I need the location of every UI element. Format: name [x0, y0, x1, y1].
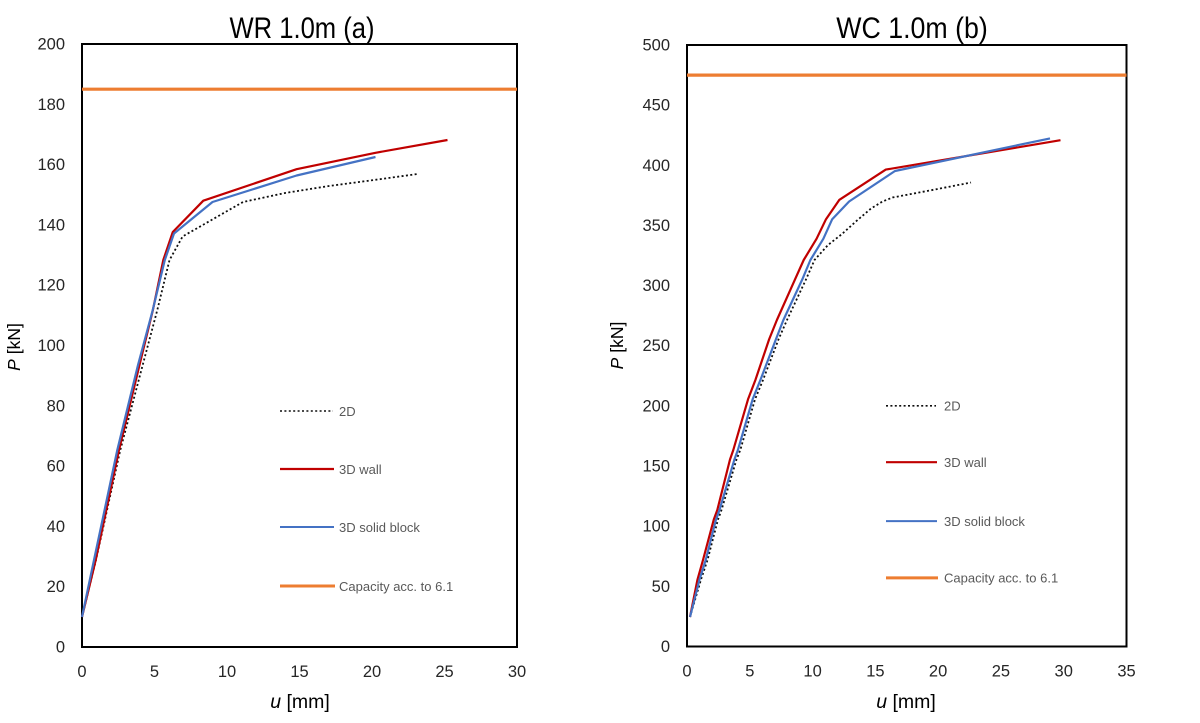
svg-text:5: 5	[745, 663, 754, 681]
svg-text:P [kN]: P [kN]	[4, 323, 24, 371]
svg-text:140: 140	[37, 216, 65, 234]
svg-text:WR 1.0m (a): WR 1.0m (a)	[230, 12, 375, 45]
svg-text:60: 60	[47, 458, 65, 476]
svg-text:0: 0	[682, 663, 691, 681]
svg-text:3D solid block: 3D solid block	[339, 520, 420, 535]
svg-text:350: 350	[642, 217, 670, 235]
svg-text:150: 150	[642, 458, 670, 476]
svg-text:400: 400	[642, 157, 670, 175]
svg-text:450: 450	[642, 97, 670, 115]
svg-text:0: 0	[56, 639, 65, 657]
svg-text:100: 100	[37, 337, 65, 355]
svg-text:160: 160	[37, 156, 65, 174]
svg-text:200: 200	[642, 397, 670, 415]
svg-text:WC 1.0m (b): WC 1.0m (b)	[836, 12, 988, 45]
svg-text:25: 25	[435, 663, 453, 681]
svg-text:25: 25	[992, 663, 1010, 681]
svg-text:3D wall: 3D wall	[339, 462, 382, 477]
svg-text:0: 0	[661, 638, 670, 656]
svg-text:15: 15	[290, 663, 308, 681]
svg-text:50: 50	[652, 578, 670, 596]
svg-text:120: 120	[37, 277, 65, 295]
svg-text:2D: 2D	[339, 404, 356, 419]
svg-text:30: 30	[508, 663, 526, 681]
svg-text:40: 40	[47, 518, 65, 536]
svg-text:35: 35	[1117, 663, 1135, 681]
svg-text:Capacity acc. to 6.1: Capacity acc. to 6.1	[944, 571, 1058, 586]
svg-text:3D wall: 3D wall	[944, 455, 987, 470]
svg-text:Capacity acc. to 6.1: Capacity acc. to 6.1	[339, 579, 453, 594]
svg-text:30: 30	[1055, 663, 1073, 681]
svg-text:80: 80	[47, 397, 65, 415]
svg-text:20: 20	[363, 663, 381, 681]
svg-text:200: 200	[37, 36, 65, 54]
svg-text:500: 500	[642, 37, 670, 55]
svg-text:u [mm]: u [mm]	[876, 691, 936, 713]
svg-text:20: 20	[929, 663, 947, 681]
svg-text:100: 100	[642, 518, 670, 536]
svg-text:10: 10	[218, 663, 236, 681]
svg-text:300: 300	[642, 277, 670, 295]
svg-text:5: 5	[150, 663, 159, 681]
svg-text:P [kN]: P [kN]	[607, 322, 627, 370]
svg-text:10: 10	[803, 663, 821, 681]
svg-text:180: 180	[37, 96, 65, 114]
svg-text:250: 250	[642, 337, 670, 355]
svg-text:u [mm]: u [mm]	[270, 691, 330, 713]
svg-text:2D: 2D	[944, 399, 961, 414]
svg-text:0: 0	[77, 663, 86, 681]
svg-text:20: 20	[47, 578, 65, 596]
svg-text:15: 15	[866, 663, 884, 681]
svg-text:3D solid block: 3D solid block	[944, 514, 1025, 529]
